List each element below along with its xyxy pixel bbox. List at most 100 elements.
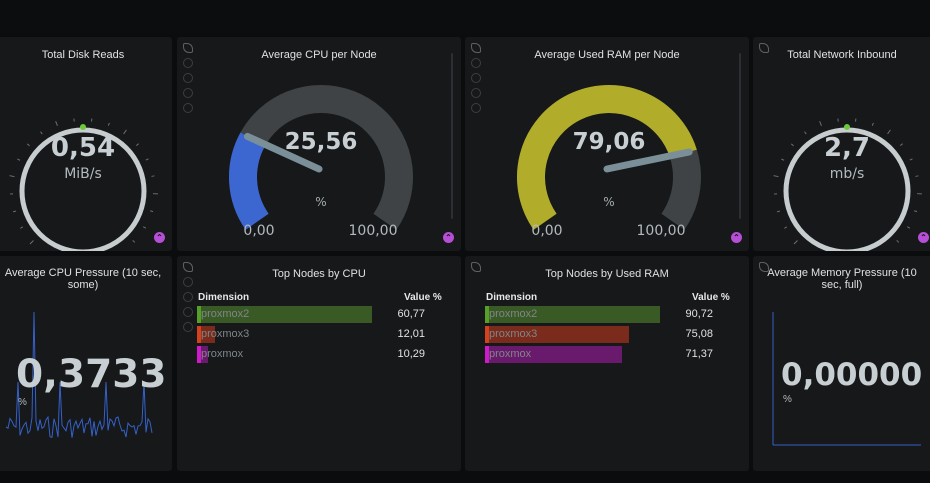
panel-toolbar[interactable] (183, 262, 195, 337)
gauge-tick (9, 175, 15, 178)
table-row-bar[interactable]: proxmox2 (485, 306, 660, 323)
zoom-icon (471, 73, 481, 83)
zoom-icon (183, 277, 193, 287)
gauge-tick (871, 122, 874, 126)
disk-gauge: 0,54 MiB/s (9, 118, 158, 251)
gauge-tick (150, 210, 154, 213)
zoom-icon (183, 73, 193, 83)
panel-top-nodes-cpu[interactable]: Top Nodes by CPU Dimension Value % proxm… (177, 256, 461, 471)
panel-title: Top Nodes by Used RAM (545, 268, 669, 280)
row-dimension-label: proxmox (201, 348, 244, 360)
panel-top-nodes-ram[interactable]: Top Nodes by Used RAM Dimension Value % … (465, 256, 749, 471)
net-gauge: 2,7 mb/s (773, 118, 922, 251)
gauge-min: 0,00 (531, 223, 562, 239)
panel-scrollbar[interactable] (451, 53, 453, 219)
chart-type-icon (183, 43, 193, 53)
gauge-fill (517, 85, 697, 230)
ram-gauge: 79,06 % 0,00 100,00 (517, 85, 701, 239)
panel-toolbar[interactable] (759, 43, 771, 58)
gauge-value: 25,56 (285, 129, 358, 155)
panel-toolbar[interactable] (183, 43, 195, 118)
panel-toolbar[interactable] (471, 262, 483, 277)
gauge-unit: mb/s (830, 166, 865, 182)
row-dimension-label: proxmox2 (201, 308, 250, 320)
row-value: 10,29 (397, 348, 425, 360)
gauge-tick (914, 210, 918, 213)
gauge-tick (790, 143, 794, 147)
panel-title: Average Used RAM per Node (534, 49, 680, 61)
row-dimension-label: proxmox3 (489, 328, 538, 340)
gauge-tick (20, 226, 24, 229)
row-value: 12,01 (397, 328, 425, 340)
info-icon (183, 307, 193, 317)
panel-average-ram[interactable]: Average Used RAM per Node 79,06 % 0,00 1… (465, 37, 749, 251)
panel-cpu-pressure[interactable]: Average CPU Pressure (10 sec, some) 0,37… (0, 256, 172, 471)
panel-status-icon[interactable]: ⌃ (443, 232, 454, 243)
panel-scrollbar[interactable] (739, 53, 741, 219)
info-icon (183, 88, 193, 98)
gauge-tick (793, 240, 798, 245)
gauge-tick (781, 158, 785, 161)
column-header-dimension[interactable]: Dimension (486, 292, 538, 303)
chart-type-icon (471, 262, 481, 272)
chart-type-icon (759, 262, 769, 272)
panel-title: Total Network Inbound (787, 49, 897, 61)
table-row-bar[interactable]: proxmox3 (197, 326, 249, 343)
gauge-tick (773, 175, 779, 178)
panel-average-cpu[interactable]: Average CPU per Node 25,56 % 0,00 100,00… (177, 37, 461, 251)
column-header-value[interactable]: Value % (404, 292, 442, 303)
cpu-pressure-sparkline (5, 311, 153, 438)
gauge-max: 100,00 (349, 223, 398, 239)
chart-type-icon (471, 43, 481, 53)
big-value: 0,00000 (781, 357, 923, 393)
big-value-unit: % (783, 394, 792, 405)
table-row-bar[interactable]: proxmox (197, 346, 243, 363)
table-row-bar[interactable]: proxmox3 (485, 326, 629, 343)
gauge-tick (55, 120, 58, 127)
panel-title: Total Disk Reads (41, 49, 125, 61)
row-value: 60,77 (397, 308, 425, 320)
row-color-swatch (485, 346, 489, 363)
gauge-tick (135, 143, 139, 147)
gauge-needle (603, 148, 693, 173)
column-header-value[interactable]: Value % (692, 292, 730, 303)
row-color-swatch (485, 306, 489, 323)
gauge-unit: % (315, 195, 326, 209)
info-icon (471, 103, 481, 113)
gauge-tick (145, 158, 149, 161)
gauge-unit: MiB/s (64, 166, 102, 182)
panel-title: Average CPU per Node (261, 49, 377, 61)
row-color-swatch (197, 326, 201, 343)
gauge-tick (26, 143, 30, 147)
panel-toolbar[interactable] (759, 262, 771, 277)
info-icon (183, 103, 193, 113)
panel-status-icon[interactable]: ⌃ (154, 232, 165, 243)
panel-toolbar[interactable] (471, 43, 483, 118)
panel-title: Average CPU Pressure (10 sec, some) (4, 267, 162, 291)
gauge-tick (819, 120, 822, 127)
cpu-gauge: 25,56 % 0,00 100,00 (229, 85, 413, 239)
gauge-tick (12, 210, 17, 213)
gauge-min: 0,00 (243, 223, 274, 239)
panel-title: Top Nodes by CPU (272, 268, 366, 280)
gauge-tick (899, 143, 903, 147)
panel-total-disk-reads[interactable]: Total Disk Reads 0,54 MiB/s ⌃ (0, 37, 172, 251)
row-dimension-label: proxmox2 (489, 308, 538, 320)
gauge-tick (915, 175, 919, 177)
info-icon (183, 322, 193, 332)
column-header-dimension[interactable]: Dimension (198, 292, 250, 303)
gauge-value: 0,54 (51, 133, 115, 163)
gauge-tick (887, 129, 891, 135)
row-value: 90,72 (685, 308, 713, 320)
gauge-ticks (773, 118, 922, 245)
chart-type-icon (759, 43, 769, 53)
gauge-tick (804, 131, 807, 135)
panel-status-icon[interactable]: ⌃ (731, 232, 742, 243)
gauge-marker (844, 124, 850, 130)
panel-total-network-inbound[interactable]: Total Network Inbound 2,7 mb/s ⌃ (753, 37, 930, 251)
table-row-bar[interactable]: proxmox2 (197, 306, 372, 323)
gauge-tick (776, 210, 781, 213)
panel-status-icon[interactable]: ⌃ (918, 232, 929, 243)
table-row-bar[interactable]: proxmox (485, 346, 622, 363)
panel-memory-pressure[interactable]: Average Memory Pressure (10 sec, full) 0… (753, 256, 930, 471)
